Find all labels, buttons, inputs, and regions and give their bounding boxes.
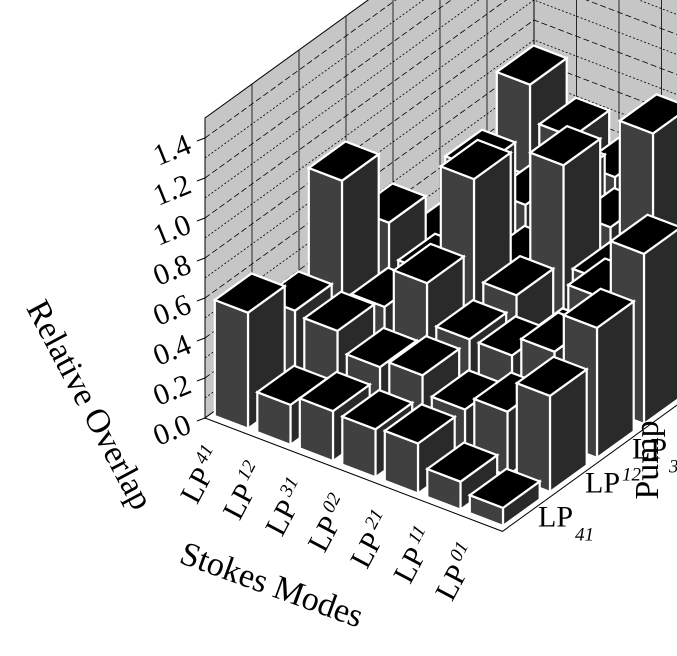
z-tick-label: 0.6 xyxy=(148,288,195,333)
bar-top xyxy=(297,370,372,413)
bar-top xyxy=(617,93,677,135)
z-gridline xyxy=(204,0,677,219)
z-tick xyxy=(196,137,206,142)
bar-top xyxy=(302,290,377,333)
y-axis-title: Pump xyxy=(629,420,666,499)
bar-top xyxy=(344,326,419,369)
z-tick xyxy=(196,257,206,262)
z-tick xyxy=(196,217,206,222)
pump-mode-label: LP41 xyxy=(538,500,594,545)
z-tick-label: 1.2 xyxy=(148,168,195,213)
bar-top xyxy=(391,242,466,285)
pump-mode-label: LP 12 xyxy=(585,464,642,499)
bar-top xyxy=(608,213,677,256)
bar-top xyxy=(467,467,542,510)
chart-bars xyxy=(212,44,677,529)
z-gridline xyxy=(204,0,397,139)
bar-top xyxy=(212,272,287,314)
bar-top xyxy=(434,298,509,341)
z-tick xyxy=(196,337,206,342)
x-axis-title: Stokes Modes xyxy=(175,535,368,635)
z-gridline xyxy=(204,0,452,179)
z-tick xyxy=(196,377,206,382)
bar-top xyxy=(494,44,569,86)
z-tick-label: 1.4 xyxy=(148,128,195,173)
z-tick-label: 0.0 xyxy=(148,408,195,453)
bar-top xyxy=(382,403,457,445)
pump-mode-label: LP31 xyxy=(632,432,677,477)
stokes-mode-label: LP01 xyxy=(427,538,485,606)
z-axis-title: Relative Overlap xyxy=(19,294,160,516)
bar-top xyxy=(425,441,500,483)
bar-top xyxy=(481,254,556,297)
bar-top xyxy=(561,287,636,330)
bar-side xyxy=(642,228,677,427)
bar-top xyxy=(387,334,462,377)
bar-top xyxy=(514,355,589,398)
z-tick xyxy=(196,417,206,422)
bar-6-0 xyxy=(467,467,542,529)
bar-top xyxy=(306,140,381,182)
bar-top xyxy=(528,124,603,167)
z-tick xyxy=(196,297,206,302)
z-tick xyxy=(196,177,206,182)
z-tick-label: 1.0 xyxy=(148,208,195,253)
bar-top xyxy=(438,138,513,181)
bar-6-1 xyxy=(514,355,589,495)
z-tick-label: 0.8 xyxy=(148,248,195,293)
z-tick-label: 0.4 xyxy=(148,328,195,373)
z-tick-label: 0.2 xyxy=(148,368,195,413)
bar-5-0 xyxy=(425,441,500,512)
bar-front xyxy=(213,298,250,431)
bar-top xyxy=(340,388,415,431)
